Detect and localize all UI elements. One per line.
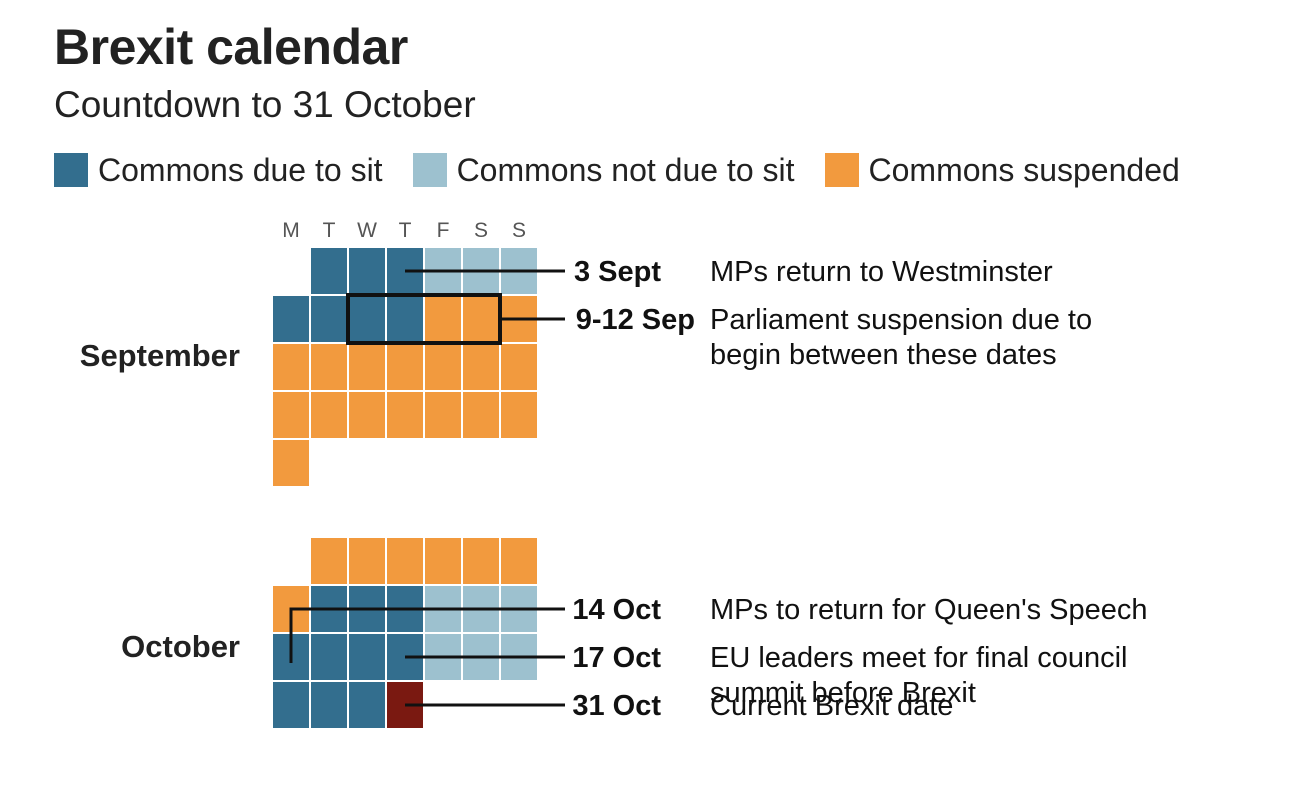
annotation-9-12-sep-text: begin between these dates	[710, 339, 1057, 371]
legend-swatch-not-sit	[412, 153, 447, 187]
weekday-label: F	[437, 219, 450, 242]
annotation-17-oct-text: summit before Brexit	[710, 677, 976, 709]
weekday-label: S	[474, 219, 488, 242]
weekday-label: T	[399, 219, 412, 242]
day-cell-october-6	[499, 536, 539, 586]
day-cell-september-17	[385, 342, 425, 392]
day-cell-september-21	[271, 390, 311, 440]
day-cell-september-2	[347, 246, 387, 296]
annotation-17-oct-text: EU leaders meet for final council	[710, 642, 1127, 674]
day-cell-october-1	[309, 536, 349, 586]
day-cell-september-15	[309, 342, 349, 392]
day-cell-september-22	[309, 390, 349, 440]
weekday-label: M	[282, 219, 300, 242]
annotation-3-sept-text: MPs return to Westminster	[710, 256, 1053, 288]
day-cell-september-26	[461, 390, 501, 440]
legend: Commons due to sit Commons not due to si…	[54, 150, 1210, 190]
day-cell-october-15	[309, 632, 349, 682]
legend-item-suspended: Commons suspended	[824, 151, 1180, 189]
annotation-17-oct-date: 17 Oct	[572, 642, 661, 674]
weekday-label: S	[512, 219, 526, 242]
day-cell-september-19	[461, 342, 501, 392]
annotation-31-oct-text: Current Brexit date	[710, 690, 953, 722]
annotation-3-sept-date: 3 Sept	[574, 256, 661, 288]
day-cell-october-2	[347, 536, 387, 586]
legend-item-sit: Commons due to sit	[54, 152, 383, 189]
day-cell-september-7	[271, 294, 311, 344]
annotation-14-oct-text: MPs to return for Queen's Speech	[710, 594, 1148, 626]
day-cell-september-8	[309, 294, 349, 344]
legend-swatch-suspended	[824, 153, 859, 187]
day-cell-october-3	[385, 536, 425, 586]
annotation-31-oct-date: 31 Oct	[572, 690, 661, 722]
day-cell-october-5	[461, 536, 501, 586]
day-cell-september-25	[423, 390, 463, 440]
day-cell-september-10	[385, 294, 425, 344]
day-cell-september-24	[385, 390, 425, 440]
page-subtitle: Countdown to 31 October	[54, 84, 476, 125]
day-cell-september-23	[347, 390, 387, 440]
day-cell-october-4	[423, 536, 463, 586]
day-cell-september-20	[499, 342, 539, 392]
legend-label-not-sit: Commons not due to sit	[456, 151, 795, 188]
day-cell-september-12	[461, 294, 501, 344]
month-label-september: September	[80, 338, 240, 373]
day-cell-september-16	[347, 342, 387, 392]
day-cell-october-21	[271, 680, 311, 730]
day-cell-september-18	[423, 342, 463, 392]
weekday-label: T	[323, 219, 336, 242]
annotation-9-12-sep-date: 9-12 Sep	[576, 304, 695, 336]
legend-swatch-sit	[54, 153, 88, 187]
day-cell-september-14	[271, 342, 311, 392]
day-cell-september-27	[499, 390, 539, 440]
day-cell-september-28	[271, 438, 311, 488]
legend-label-sit: Commons due to sit	[98, 151, 383, 188]
legend-item-not-sit: Commons not due to sit	[412, 151, 795, 189]
day-cell-october-22	[309, 680, 349, 730]
day-cell-october-23	[347, 680, 387, 730]
day-cell-september-11	[423, 294, 463, 344]
annotation-14-oct-leader-line	[289, 607, 565, 663]
annotation-14-oct-date: 14 Oct	[572, 594, 661, 626]
day-cell-october-16	[347, 632, 387, 682]
page-title: Brexit calendar	[54, 19, 408, 75]
day-cell-september-9	[347, 294, 387, 344]
weekday-label: W	[357, 219, 377, 242]
annotation-9-12-sep-text: Parliament suspension due to	[710, 304, 1092, 336]
day-cell-september-1	[309, 246, 349, 296]
month-label-october: October	[121, 629, 240, 664]
legend-label-suspended: Commons suspended	[868, 151, 1180, 188]
